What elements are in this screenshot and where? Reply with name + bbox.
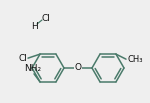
Text: O: O bbox=[75, 64, 81, 73]
Text: H: H bbox=[31, 22, 37, 30]
Text: CH₃: CH₃ bbox=[127, 55, 142, 64]
Text: Cl: Cl bbox=[18, 54, 27, 63]
Text: NH₂: NH₂ bbox=[24, 64, 42, 73]
Text: Cl: Cl bbox=[42, 13, 51, 22]
